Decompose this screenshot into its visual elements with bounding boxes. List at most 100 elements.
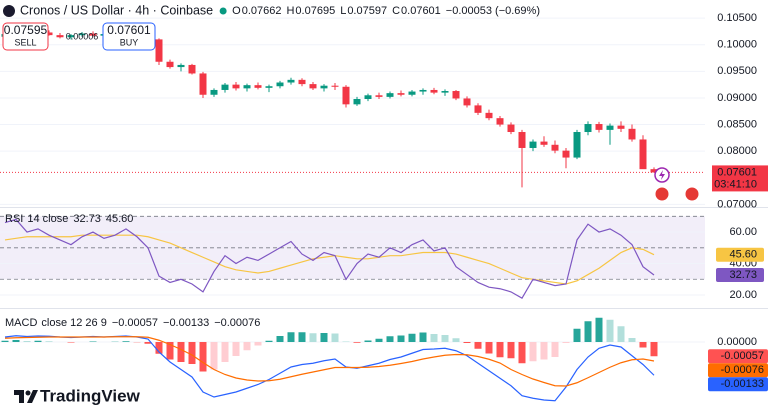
histogram-bar bbox=[221, 342, 229, 362]
sell-button[interactable] bbox=[2, 22, 49, 51]
y-tick-label: 60.00 bbox=[729, 226, 757, 238]
candle-body bbox=[397, 93, 405, 95]
candle-body bbox=[210, 89, 218, 95]
spread: 0.00006 bbox=[66, 31, 99, 41]
histogram-bar bbox=[1, 340, 9, 342]
indicator-name: MACD bbox=[5, 317, 37, 329]
indicator-name: RSI bbox=[5, 213, 23, 225]
candle-body bbox=[485, 112, 493, 119]
histogram-bar bbox=[551, 342, 559, 357]
indicator-value: 45.60 bbox=[106, 213, 134, 225]
overlay: 0.07595 SELL 0.00006 0.07601 BUY Trading… bbox=[2, 3, 768, 405]
histogram-bar bbox=[45, 341, 53, 342]
candle-body bbox=[188, 64, 196, 74]
histogram-bar bbox=[639, 342, 647, 348]
ohlc-value: 0.07597 bbox=[347, 5, 387, 17]
candle-body bbox=[276, 82, 284, 87]
candle-body bbox=[309, 84, 317, 89]
flag-icon[interactable] bbox=[684, 186, 700, 202]
histogram-bar bbox=[518, 342, 526, 364]
histogram-bar bbox=[617, 326, 625, 342]
histogram-bar bbox=[298, 332, 306, 342]
histogram-bar bbox=[188, 342, 196, 364]
histogram-bar bbox=[177, 342, 185, 362]
background bbox=[0, 207, 768, 309]
candle-body bbox=[78, 33, 86, 36]
value-box bbox=[708, 349, 768, 364]
histogram-bar bbox=[573, 328, 581, 342]
candle-body bbox=[221, 84, 229, 90]
histogram-bar bbox=[353, 342, 361, 343]
candle-body bbox=[617, 125, 625, 129]
buy-price: 0.07601 bbox=[107, 23, 151, 37]
candle-body bbox=[573, 132, 581, 158]
candle-body bbox=[474, 105, 482, 113]
candle-body bbox=[441, 91, 449, 93]
marks bbox=[0, 17, 705, 402]
histogram-bar bbox=[397, 335, 405, 342]
histogram-bar bbox=[463, 342, 471, 343]
candle-body bbox=[155, 39, 163, 62]
candle-body bbox=[254, 85, 262, 88]
rsi-line bbox=[4, 218, 655, 299]
candle-body bbox=[320, 85, 328, 89]
histogram-bar bbox=[320, 333, 328, 342]
y-tick-label: 0.08000 bbox=[717, 145, 757, 157]
lightning-icon bbox=[659, 170, 665, 180]
indicator-params: close 12 26 9 bbox=[41, 317, 106, 329]
last-price-box bbox=[712, 165, 768, 192]
histogram-bar bbox=[606, 319, 614, 342]
histogram-bar bbox=[23, 341, 31, 342]
histogram-bar bbox=[199, 342, 207, 372]
sell-label: SELL bbox=[14, 37, 36, 47]
buy-button[interactable] bbox=[102, 22, 156, 51]
price-change: −0.00053 (−0.69%) bbox=[446, 5, 540, 17]
histogram-bar bbox=[89, 341, 97, 342]
countdown-label: 03:41:10 bbox=[714, 178, 757, 190]
histogram-bar bbox=[331, 333, 339, 342]
market-status bbox=[219, 7, 227, 15]
candle-body bbox=[540, 141, 548, 145]
histogram-bar bbox=[155, 342, 163, 354]
candle-body bbox=[430, 89, 438, 93]
histogram-bar bbox=[309, 333, 317, 342]
histogram-bar bbox=[166, 342, 174, 360]
histogram-bar bbox=[276, 336, 284, 342]
candle-body bbox=[628, 128, 636, 140]
candle-body bbox=[595, 124, 603, 130]
candle-body bbox=[353, 99, 361, 105]
value-box-label: -0.00076 bbox=[721, 364, 764, 376]
symbol-title: Cronos / US Dollar · 4h · Coinbase bbox=[20, 3, 213, 17]
value-box-label: 32.73 bbox=[729, 269, 757, 281]
histogram-bar bbox=[34, 340, 42, 342]
candle-body bbox=[287, 79, 295, 83]
symbol-icon bbox=[3, 5, 15, 17]
y-tick-label: 0.00000 bbox=[717, 336, 757, 348]
candle-body bbox=[67, 35, 75, 38]
candle-body bbox=[89, 33, 97, 36]
candle-body bbox=[298, 79, 306, 85]
candle-body bbox=[584, 124, 592, 133]
histogram-bar bbox=[12, 340, 20, 342]
logo-mark bbox=[14, 390, 38, 403]
ohlc-value: 0.07662 bbox=[242, 5, 282, 17]
histogram-bar bbox=[254, 342, 262, 346]
y-tick-label: 0.07000 bbox=[717, 198, 757, 210]
ohlc-letter: H bbox=[286, 5, 294, 17]
histogram-bar bbox=[485, 342, 493, 354]
histogram-bar bbox=[441, 335, 449, 342]
histogram-bar bbox=[650, 342, 658, 357]
flag-icon[interactable] bbox=[654, 186, 670, 202]
y-tick-label: 0.10000 bbox=[717, 39, 757, 51]
histogram-bar bbox=[507, 342, 515, 359]
value-box-label: -0.00057 bbox=[721, 350, 764, 362]
histogram-bar bbox=[364, 340, 372, 342]
candle-body bbox=[529, 141, 537, 148]
indicator-value: 32.73 bbox=[73, 213, 101, 225]
candle-body bbox=[452, 91, 460, 99]
histogram-bar bbox=[562, 342, 570, 343]
histogram-bar bbox=[496, 342, 504, 358]
candle-body bbox=[364, 95, 372, 100]
candle-body bbox=[518, 132, 526, 148]
